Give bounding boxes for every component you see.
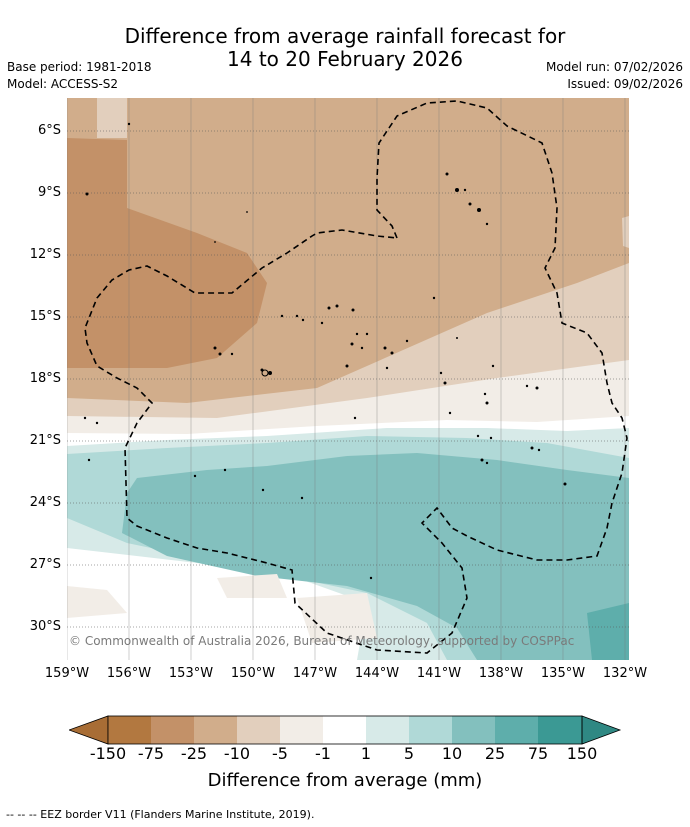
lat-label-24s: 24°S [29, 495, 61, 510]
chart-title-line1: Difference from average rainfall forecas… [124, 24, 566, 48]
eez-footnote: -- -- -- EEZ border V11 (Flanders Marine… [6, 808, 315, 821]
colorbar-label: Difference from average (mm) [207, 770, 483, 791]
lon-label-159w: 159°W [44, 666, 90, 681]
lat-label-15s: 15°S [29, 309, 61, 324]
islands [83, 122, 567, 580]
lon-label-153w: 153°W [168, 666, 214, 681]
chart-title-line2: 14 to 20 February 2026 [227, 47, 463, 71]
model-name: Model: ACCESS-S2 [7, 77, 119, 91]
colorbar-tick-neg1: -1 [315, 744, 331, 763]
colorbar-tick-75: 75 [527, 744, 549, 763]
colorbar-tick-150: 150 [566, 744, 598, 763]
longitude-gridlines [67, 98, 626, 660]
colorbar [69, 715, 622, 745]
colorbar-swatch-6 [323, 716, 366, 744]
colorbar-extend-low [69, 715, 109, 745]
colorbar-tick-neg25: -25 [180, 744, 208, 763]
anomaly-band-wet-mid [122, 453, 629, 660]
colorbar-outline [107, 715, 583, 745]
colorbar-swatch-9 [452, 716, 495, 744]
lon-label-156w: 156°W [106, 666, 152, 681]
lat-label-27s: 27°S [29, 557, 61, 572]
base-period: Base period: 1981-2018 [7, 60, 152, 74]
issued-date: Issued: 09/02/2026 [567, 77, 683, 91]
colorbar-swatch-10 [495, 716, 538, 744]
lat-label-6s: 6°S [37, 123, 61, 138]
lat-label-30s: 30°S [29, 619, 61, 634]
colorbar-swatch-5 [280, 716, 323, 744]
colorbar-tick-1: 1 [360, 744, 372, 763]
meta-right: Model run: 07/02/2026 Issued: 09/02/2026 [546, 59, 683, 93]
anomaly-band-wet-high [587, 603, 629, 660]
colorbar-swatch-11 [538, 716, 582, 744]
lat-label-21s: 21°S [29, 433, 61, 448]
colorbar-swatch-2 [151, 716, 194, 744]
colorbar-tick-10: 10 [441, 744, 463, 763]
colorbar-tick-neg10: -10 [223, 744, 251, 763]
anomaly-patch-near-dry-south3 [297, 593, 377, 643]
lon-label-132w: 132°W [602, 666, 648, 681]
colorbar-tick-neg150: -150 [89, 744, 127, 763]
anomaly-patch-dry-light-north [97, 98, 127, 138]
colorbar-swatch-3 [194, 716, 237, 744]
atoll-ring [261, 369, 269, 377]
lat-label-9s: 9°S [37, 185, 61, 200]
rainfall-map [67, 98, 629, 660]
lat-label-12s: 12°S [29, 247, 61, 262]
lat-label-18s: 18°S [29, 371, 61, 386]
lon-label-144w: 144°W [354, 666, 400, 681]
colorbar-swatch-1 [108, 716, 151, 744]
colorbar-tick-neg75: -75 [137, 744, 165, 763]
anomaly-patch-dry-light-east [622, 216, 629, 248]
latitude-gridlines [67, 130, 629, 628]
colorbar-swatch-4 [237, 716, 280, 744]
anomaly-patch-near-dry-south [67, 586, 127, 618]
anomaly-patch-near-dry-south2 [217, 574, 287, 598]
meta-left: Base period: 1981-2018 Model: ACCESS-S2 [7, 59, 152, 93]
lon-label-135w: 135°W [540, 666, 586, 681]
colorbar-tick-25: 25 [484, 744, 506, 763]
colorbar-extend-high [581, 715, 622, 745]
eez-borders [84, 100, 628, 654]
lon-label-150w: 150°W [230, 666, 276, 681]
colorbar-tick-5: 5 [403, 744, 415, 763]
colorbar-swatch-8 [409, 716, 452, 744]
anomaly-band-dry-strong [67, 138, 267, 368]
lon-label-141w: 141°W [416, 666, 462, 681]
lon-label-138w: 138°W [478, 666, 524, 681]
model-run: Model run: 07/02/2026 [545, 60, 683, 74]
colorbar-swatch-7 [366, 716, 409, 744]
copyright-notice: © Commonwealth of Australia 2026, Bureau… [69, 634, 575, 648]
colorbar-tick-neg5: -5 [272, 744, 288, 763]
lon-label-147w: 147°W [292, 666, 338, 681]
